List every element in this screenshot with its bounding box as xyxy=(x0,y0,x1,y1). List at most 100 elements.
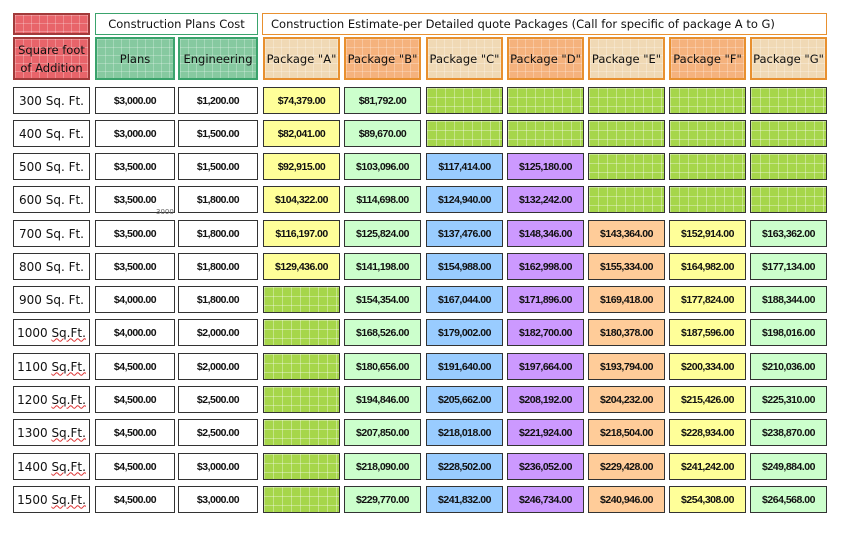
package-empty-cell xyxy=(263,286,340,313)
square-foot-value: 400 Sq. Ft. xyxy=(18,126,84,141)
package-price-value: $241,242.00 xyxy=(681,460,734,473)
package-price-value: $241,832.00 xyxy=(438,493,491,506)
package-price-cell: $177,824.00 xyxy=(669,286,746,313)
plans-cost-value: $4,500.00 xyxy=(113,426,157,439)
package-price-value: $182,700.00 xyxy=(519,326,572,339)
package-price-value: $180,378.00 xyxy=(600,326,653,339)
package-price-value: $218,090.00 xyxy=(356,460,409,473)
corner-header-cell xyxy=(13,13,90,35)
package-price-cell: $229,770.00 xyxy=(344,486,421,513)
square-foot-cell: 1000 Sq.Ft. xyxy=(13,319,90,346)
package-price-cell: $141,198.00 xyxy=(344,253,421,280)
package-price-cell: $117,414.00 xyxy=(426,153,503,180)
package-header-label: Package "F" xyxy=(673,51,742,66)
engineering-cost-cell: $1,800.00 xyxy=(178,220,258,247)
package-header-label: Package "A" xyxy=(266,51,337,66)
package-price-value: $229,428.00 xyxy=(600,460,653,473)
package-price-cell: $194,846.00 xyxy=(344,386,421,413)
package-price-cell: $208,192.00 xyxy=(507,386,584,413)
package-price-cell: $164,982.00 xyxy=(669,253,746,280)
engineering-cost-value: $1,800.00 xyxy=(196,193,240,206)
package-price-value: $221,924.00 xyxy=(519,426,572,439)
plans-cost-cell: $4,500.00 xyxy=(95,453,175,480)
package-price-cell: $215,426.00 xyxy=(669,386,746,413)
package-price-value: $179,002.00 xyxy=(438,326,491,339)
package-price-value: $148,346.00 xyxy=(519,227,572,240)
package-price-value: $238,870.00 xyxy=(762,426,815,439)
package-price-cell: $204,232.00 xyxy=(588,386,665,413)
package-price-cell: $238,870.00 xyxy=(750,419,827,446)
package-header-label: Package "D" xyxy=(510,51,581,66)
package-price-value: $82,041.00 xyxy=(277,127,326,140)
engineering-cost-cell: $2,000.00 xyxy=(178,319,258,346)
square-foot-cell: 1100 Sq.Ft. xyxy=(13,353,90,380)
package-price-cell: $180,378.00 xyxy=(588,319,665,346)
engineering-cost-cell: $2,500.00 xyxy=(178,386,258,413)
package-price-cell: $177,134.00 xyxy=(750,253,827,280)
package-price-value: $177,134.00 xyxy=(762,260,815,273)
package-price-value: $164,982.00 xyxy=(681,260,734,273)
package-price-value: $188,344.00 xyxy=(762,293,815,306)
package-price-cell: $249,884.00 xyxy=(750,453,827,480)
package-empty-cell xyxy=(669,186,746,213)
package-header-d: Package "D" xyxy=(507,37,584,80)
stray-mark: 3000 xyxy=(156,208,174,216)
plans-cost-cell: $4,000.00 xyxy=(95,319,175,346)
plans-header-label: Plans xyxy=(119,51,151,66)
engineering-cost-cell: $1,500.00 xyxy=(178,120,258,147)
package-price-cell: $152,914.00 xyxy=(669,220,746,247)
package-price-cell: $129,436.00 xyxy=(263,253,340,280)
package-price-value: $240,946.00 xyxy=(600,493,653,506)
square-foot-value: 300 Sq. Ft. xyxy=(18,93,84,108)
package-price-value: $89,670.00 xyxy=(358,127,407,140)
package-price-cell: $125,824.00 xyxy=(344,220,421,247)
square-foot-cell: 600 Sq. Ft. xyxy=(13,186,90,213)
package-empty-cell xyxy=(750,186,827,213)
package-empty-cell xyxy=(669,87,746,114)
square-foot-value: 700 Sq. Ft. xyxy=(18,226,84,241)
package-price-value: $124,940.00 xyxy=(438,193,491,206)
plans-cost-cell: $3,500.00 xyxy=(95,153,175,180)
square-foot-cell: 400 Sq. Ft. xyxy=(13,120,90,147)
package-price-value: $162,998.00 xyxy=(519,260,572,273)
engineering-cost-value: $1,800.00 xyxy=(196,293,240,306)
square-foot-cell: 500 Sq. Ft. xyxy=(13,153,90,180)
engineering-cost-value: $2,500.00 xyxy=(196,393,240,406)
package-price-cell: $180,656.00 xyxy=(344,353,421,380)
plans-cost-value: $4,500.00 xyxy=(113,460,157,473)
package-price-value: $218,504.00 xyxy=(600,426,653,439)
package-empty-cell xyxy=(426,120,503,147)
plans-cost-cell: $4,500.00 xyxy=(95,353,175,380)
engineering-cost-cell: $1,200.00 xyxy=(178,87,258,114)
package-price-cell: $228,934.00 xyxy=(669,419,746,446)
plans-cost-cell: $3,500.00 xyxy=(95,186,175,213)
package-empty-cell xyxy=(507,87,584,114)
package-header-b: Package "B" xyxy=(344,37,421,80)
package-price-cell: $155,334.00 xyxy=(588,253,665,280)
package-price-cell: $143,364.00 xyxy=(588,220,665,247)
engineering-cost-value: $1,500.00 xyxy=(196,127,240,140)
package-price-cell: $137,476.00 xyxy=(426,220,503,247)
package-header-g: Package "G" xyxy=(750,37,827,80)
package-price-cell: $132,242.00 xyxy=(507,186,584,213)
package-empty-cell xyxy=(588,87,665,114)
package-header-f: Package "F" xyxy=(669,37,746,80)
plans-group-title: Construction Plans Cost xyxy=(108,17,245,31)
package-price-cell: $92,915.00 xyxy=(263,153,340,180)
engineering-cost-value: $1,800.00 xyxy=(196,260,240,273)
square-foot-header: Square foot of Addition xyxy=(13,37,90,80)
package-price-value: $81,792.00 xyxy=(358,94,407,107)
package-price-value: $197,664.00 xyxy=(519,360,572,373)
package-header-e: Package "E" xyxy=(588,37,665,80)
engineering-cost-cell: $1,500.00 xyxy=(178,153,258,180)
plans-cost-value: $4,500.00 xyxy=(113,360,157,373)
package-price-cell: $154,988.00 xyxy=(426,253,503,280)
package-price-cell: $205,662.00 xyxy=(426,386,503,413)
package-price-value: $103,096.00 xyxy=(356,160,409,173)
package-price-value: $129,436.00 xyxy=(275,260,328,273)
package-price-value: $236,052.00 xyxy=(519,460,572,473)
package-empty-cell xyxy=(588,186,665,213)
package-price-value: $246,734.00 xyxy=(519,493,572,506)
package-price-value: $132,242.00 xyxy=(519,193,572,206)
